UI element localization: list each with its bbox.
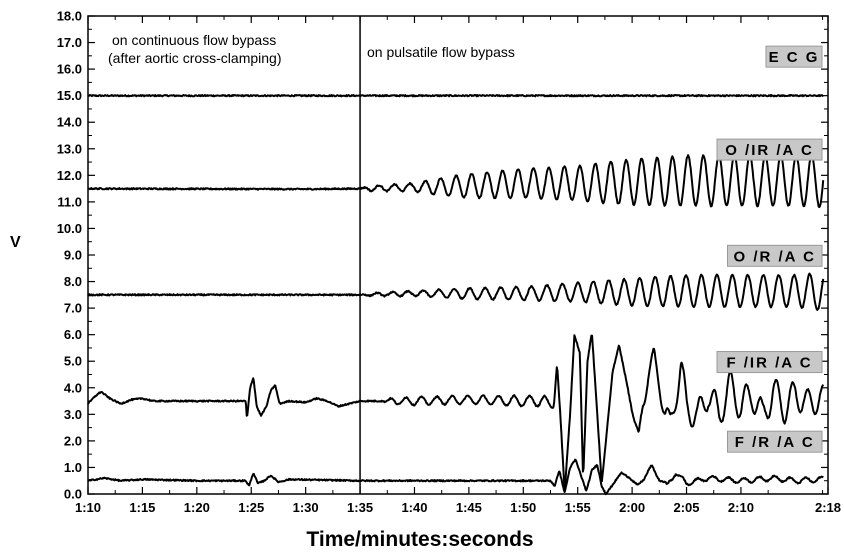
legend-box xyxy=(716,138,823,161)
x-tick-label: 2:00 xyxy=(619,500,645,515)
y-axis-title: V xyxy=(10,234,21,251)
legend-label: F /IR /A C xyxy=(726,355,812,372)
x-tick-label: 2:05 xyxy=(674,500,700,515)
legend-label: F /R /A C xyxy=(735,434,815,451)
y-tick-label: 18.0 xyxy=(57,9,82,24)
series-layer xyxy=(87,94,825,496)
y-tick-label: 17.0 xyxy=(57,35,82,50)
y-tick-label: 8.0 xyxy=(64,274,82,289)
x-tick-label: 1:35 xyxy=(347,500,373,515)
y-tick-label: 2.0 xyxy=(64,433,82,448)
y-tick-label: 5.0 xyxy=(64,354,82,369)
series-line xyxy=(87,334,825,493)
y-tick-label: 10.0 xyxy=(57,221,82,236)
x-tick-label: 1:25 xyxy=(238,500,264,515)
y-tick-label: 1.0 xyxy=(64,460,82,475)
x-tick-label: 1:10 xyxy=(75,500,101,515)
x-tick-label: 1:15 xyxy=(129,500,155,515)
legend-label: E C G xyxy=(769,49,820,66)
y-tick-label: 14.0 xyxy=(57,115,82,130)
y-tick-label: 6.0 xyxy=(64,327,82,342)
x-tick-label: 1:30 xyxy=(293,500,319,515)
x-tick-label: 2:18 xyxy=(815,500,841,515)
x-tick-label: 1:45 xyxy=(456,500,482,515)
y-tick-label: 13.0 xyxy=(57,141,82,156)
x-tick-label: 1:40 xyxy=(401,500,427,515)
y-tick-label: 9.0 xyxy=(64,248,82,263)
series-line xyxy=(87,153,825,209)
y-tick-label: 3.0 xyxy=(64,407,82,422)
legend-box xyxy=(765,45,823,68)
legend-layer: E C G O /IR /A C O /R /A C F /IR /A C F /R /… xyxy=(716,45,823,453)
legend-box xyxy=(727,430,823,453)
legend-box xyxy=(716,351,823,374)
y-tick-label: 16.0 xyxy=(57,62,82,77)
x-tick-label: 2:10 xyxy=(728,500,754,515)
y-tick-label: 7.0 xyxy=(64,301,82,316)
annotation-pulsatile: on pulsatile flow bypass xyxy=(367,44,515,60)
series-line xyxy=(87,94,824,98)
annotation-continuous-line2: (after aortic cross-clamping) xyxy=(108,50,282,66)
legend-box xyxy=(727,244,823,267)
y-tick-label: 4.0 xyxy=(64,380,82,395)
x-axis-title: Time/minutes:seconds xyxy=(306,528,533,551)
y-tick-label: 0.0 xyxy=(64,487,82,502)
y-tick-label: 11.0 xyxy=(57,194,82,209)
y-axis: 0.0 1.0 2.0 3.0 4.0 5.0 6.0 7.0 8.0 9.0 10.0 11.0 12… xyxy=(57,9,828,502)
series-line xyxy=(87,458,824,496)
y-tick-label: 15.0 xyxy=(57,88,82,103)
x-axis: 1:10 1:15 1:20 1:25 1:30 1:35 1:40 1:45 1:50 1:55… xyxy=(75,16,841,515)
y-tick-label: 12.0 xyxy=(57,168,82,183)
legend-label: O /IR /A C xyxy=(725,142,814,159)
x-tick-label: 1:55 xyxy=(565,500,591,515)
x-tick-label: 1:20 xyxy=(184,500,210,515)
x-tick-label: 1:50 xyxy=(510,500,536,515)
legend-label: O /R /A C xyxy=(734,248,816,265)
series-line xyxy=(87,272,825,311)
annotation-continuous-line1: on continuous flow bypass xyxy=(112,32,276,48)
